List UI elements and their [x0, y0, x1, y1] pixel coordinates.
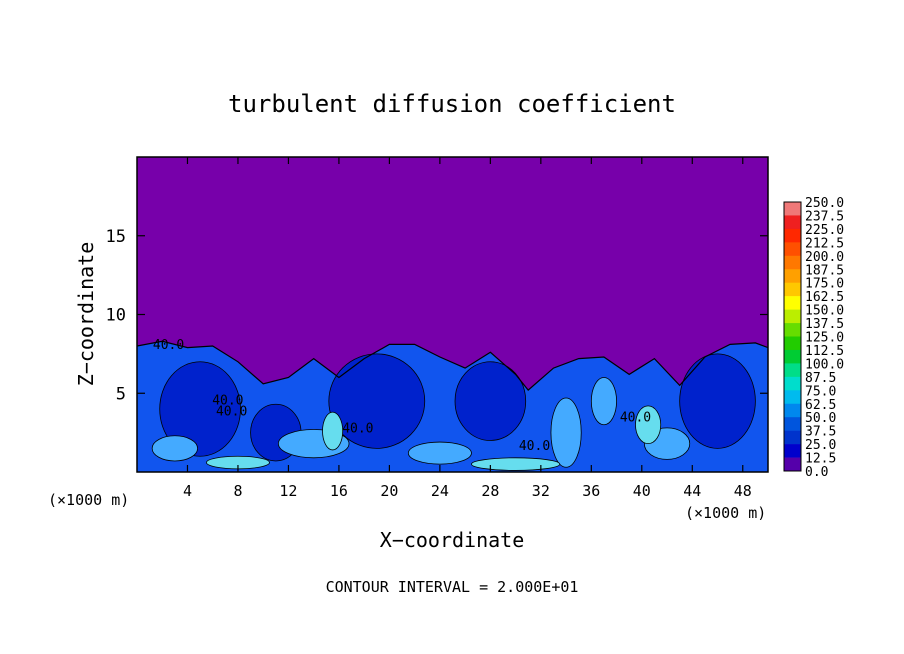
- turbulence-blob: [590, 377, 617, 426]
- turbulence-blob: [550, 397, 582, 468]
- colorbar-swatch: [784, 242, 801, 257]
- colorbar-level-label: 75.0: [805, 384, 836, 399]
- colorbar-level-label: 187.5: [805, 263, 844, 278]
- x-unit-left: (×1000 m): [48, 491, 129, 509]
- x-tick-label: 44: [683, 482, 701, 500]
- colorbar-swatch: [784, 296, 801, 310]
- colorbar-level-label: 37.5: [805, 425, 836, 440]
- colorbar-level-label: 212.5: [805, 236, 844, 251]
- colorbar: 250.0237.5225.0212.5200.0187.5175.0162.5…: [783, 196, 844, 480]
- colorbar-swatch: [784, 282, 801, 297]
- turbulence-blob: [151, 435, 198, 462]
- contour-label: 40.0: [620, 411, 651, 426]
- colorbar-swatch: [784, 215, 801, 230]
- colorbar-level-label: 25.0: [805, 438, 836, 453]
- colorbar-level-label: 100.0: [805, 357, 844, 372]
- colorbar-level-label: 150.0: [805, 304, 844, 319]
- colorbar-swatch: [784, 309, 801, 324]
- colorbar-swatch: [784, 202, 801, 216]
- colorbar-swatch: [784, 444, 801, 458]
- x-tick-label: 48: [734, 482, 752, 500]
- colorbar-level-label: 200.0: [805, 250, 844, 265]
- x-tick-label: 36: [582, 482, 600, 500]
- colorbar-level-label: 62.5: [805, 398, 836, 413]
- contour-label: 40.0: [519, 439, 550, 454]
- y-tick-label: 10: [106, 306, 126, 326]
- turbulence-blob: [454, 361, 527, 441]
- colorbar-swatch: [784, 255, 801, 270]
- colorbar-swatch: [784, 390, 801, 405]
- y-axis: 5 10 15: [106, 227, 768, 404]
- turbulence-blob: [407, 441, 472, 465]
- colorbar-level-label: 237.5: [805, 209, 844, 224]
- x-tick-label: 12: [279, 482, 297, 500]
- colorbar-swatch: [784, 336, 801, 351]
- turbulence-blob: [328, 353, 426, 449]
- y-axis-label: Z−coordinate: [74, 242, 98, 387]
- colorbar-level-label: 225.0: [805, 223, 844, 238]
- colorbar-level-label: 137.5: [805, 317, 844, 332]
- colorbar-level-label: 125.0: [805, 331, 844, 346]
- y-tick-label: 15: [106, 227, 126, 247]
- x-tick-label: 28: [481, 482, 499, 500]
- colorbar-swatch: [784, 376, 801, 391]
- colorbar-swatch: [784, 349, 801, 364]
- plot-area: 40.040.040.040.040.040.0: [137, 157, 768, 472]
- contour-labels: 40.040.040.040.040.040.0: [153, 338, 651, 454]
- x-tick-label: 4: [183, 482, 192, 500]
- contour-label: 40.0: [212, 393, 243, 408]
- turbulence-blob: [159, 361, 241, 457]
- colorbar-frame: [783, 201, 802, 472]
- colorbar-level-label: 162.5: [805, 290, 844, 305]
- y-tick-label: 5: [116, 384, 126, 404]
- x-unit-right: (×1000 m): [685, 504, 766, 522]
- colorbar-level-label: 112.5: [805, 344, 844, 359]
- turbulence-blobs: [151, 353, 756, 471]
- colorbar-swatch: [784, 363, 801, 378]
- colorbar-swatch: [784, 457, 801, 472]
- x-axis: 4 8 12 16 20 24 28 32 36 40 44 48: [183, 157, 752, 500]
- colorbar-swatch: [784, 417, 801, 431]
- turbulence-blob: [322, 411, 344, 451]
- contour-label: 40.0: [216, 404, 247, 419]
- colorbar-swatch: [784, 430, 801, 445]
- x-axis-label: X−coordinate: [380, 528, 525, 552]
- x-tick-label: 32: [532, 482, 550, 500]
- turbulence-blob: [679, 353, 756, 449]
- x-tick-label: 8: [233, 482, 242, 500]
- boundary-layer-contour: [137, 340, 768, 391]
- colorbar-swatch: [784, 228, 801, 243]
- contour-interval-note: CONTOUR INTERVAL = 2.000E+01: [326, 578, 579, 596]
- chart-title: turbulent diffusion coefficient: [228, 90, 676, 118]
- contour-label: 40.0: [342, 422, 373, 437]
- x-tick-label: 40: [633, 482, 651, 500]
- x-tick-label: 16: [330, 482, 348, 500]
- x-tick-label: 24: [431, 482, 449, 500]
- colorbar-level-label: 250.0: [805, 196, 844, 211]
- x-tick-label: 20: [380, 482, 398, 500]
- colorbar-level-label: 87.5: [805, 371, 836, 386]
- contour-label: 40.0: [153, 338, 184, 353]
- turbulence-blob: [635, 405, 662, 445]
- colorbar-level-label: 12.5: [805, 452, 836, 467]
- colorbar-level-label: 50.0: [805, 411, 836, 426]
- colorbar-swatch: [784, 269, 801, 283]
- colorbar-swatch: [784, 403, 801, 418]
- turbulence-blob: [471, 457, 561, 471]
- colorbar-swatch: [784, 323, 801, 337]
- colorbar-level-label: 0.0: [805, 465, 828, 480]
- colorbar-level-label: 175.0: [805, 277, 844, 292]
